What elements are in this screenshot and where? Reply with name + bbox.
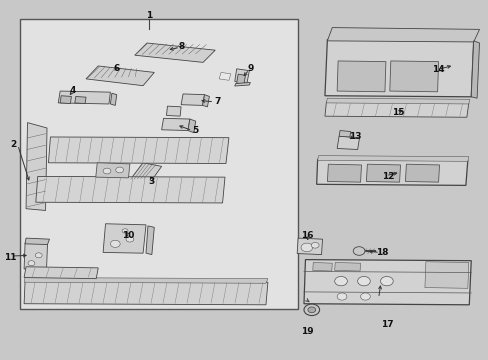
Polygon shape [326,98,469,104]
Text: 11: 11 [4,253,17,262]
Circle shape [311,242,319,248]
Polygon shape [325,102,468,117]
Polygon shape [327,164,361,182]
Polygon shape [60,96,71,104]
Polygon shape [297,238,322,255]
Circle shape [334,276,346,286]
Polygon shape [75,96,86,104]
Text: 8: 8 [179,42,185,51]
Polygon shape [405,164,439,182]
Polygon shape [48,137,228,163]
Circle shape [126,236,134,242]
Polygon shape [338,131,350,137]
Polygon shape [327,28,479,42]
Text: 10: 10 [122,231,134,240]
Text: 6: 6 [113,64,120,73]
Polygon shape [219,72,230,80]
Circle shape [352,247,364,255]
Circle shape [122,229,128,233]
Polygon shape [110,93,117,105]
Polygon shape [181,94,204,105]
Polygon shape [103,224,146,253]
Text: 19: 19 [300,327,313,336]
Circle shape [116,167,123,173]
Text: 2: 2 [10,140,17,149]
Circle shape [35,253,42,258]
Text: 17: 17 [380,320,392,329]
Circle shape [380,276,392,286]
Polygon shape [187,119,195,133]
Circle shape [360,293,369,300]
Polygon shape [151,147,166,163]
Polygon shape [236,74,245,84]
Polygon shape [304,260,470,305]
Polygon shape [325,40,473,97]
Polygon shape [24,267,98,279]
Polygon shape [312,262,331,271]
Polygon shape [316,159,467,185]
Text: 1: 1 [146,10,152,19]
Polygon shape [135,43,215,62]
Polygon shape [24,278,267,283]
Polygon shape [334,262,360,271]
Text: 12: 12 [381,172,394,181]
Text: 4: 4 [69,86,76,95]
Polygon shape [26,123,47,211]
Circle shape [304,304,319,316]
Polygon shape [336,136,359,149]
Polygon shape [130,163,161,184]
Circle shape [336,293,346,300]
Text: 7: 7 [214,97,221,106]
Polygon shape [166,106,181,116]
Polygon shape [161,118,189,131]
Text: 5: 5 [192,126,199,135]
Circle shape [110,240,120,247]
Polygon shape [24,243,47,270]
Text: 18: 18 [375,248,387,257]
Polygon shape [389,61,438,92]
Polygon shape [36,176,224,203]
Polygon shape [317,156,468,161]
Text: 16: 16 [300,231,312,240]
Bar [20,19,298,309]
Circle shape [357,276,369,286]
Circle shape [103,168,111,174]
Polygon shape [336,61,385,92]
Text: 9: 9 [246,64,253,73]
Polygon shape [234,82,250,86]
Polygon shape [24,281,267,305]
Polygon shape [202,95,209,107]
Polygon shape [366,164,400,182]
Text: 13: 13 [349,132,361,141]
Polygon shape [470,41,479,98]
Polygon shape [25,238,49,244]
Polygon shape [86,66,154,86]
Polygon shape [58,91,110,104]
Circle shape [28,261,35,266]
Circle shape [301,243,312,252]
Polygon shape [96,163,130,178]
Circle shape [307,307,315,313]
Text: 14: 14 [431,65,444,74]
Polygon shape [234,69,249,83]
Text: 15: 15 [391,108,404,117]
Polygon shape [146,226,154,255]
Text: 3: 3 [148,177,155,186]
Polygon shape [424,262,468,288]
